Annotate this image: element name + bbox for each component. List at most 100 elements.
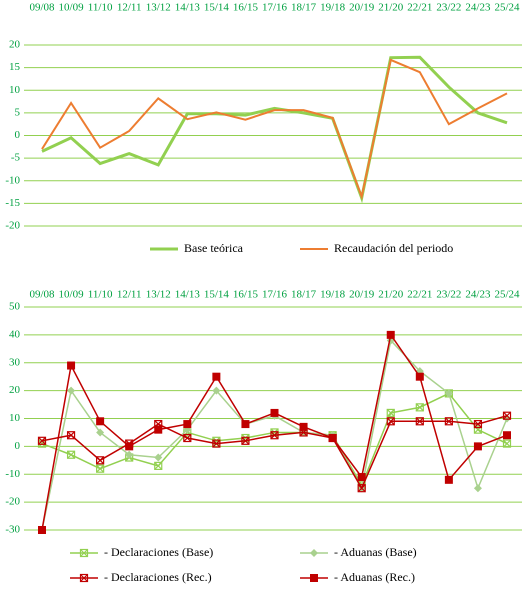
- marker-shape: [415, 403, 424, 412]
- y-tick-label: 30: [9, 356, 21, 368]
- marker-shape: [38, 436, 46, 445]
- marker-shape: [96, 464, 105, 473]
- marker: [241, 420, 250, 429]
- x-tick-label: 15/14: [204, 289, 230, 301]
- legend-label: - Declaraciones (Base): [104, 545, 213, 559]
- x-tick-label: 16/15: [233, 289, 259, 301]
- x-tick-label: 19/18: [320, 2, 346, 14]
- x-tick-label: 21/20: [378, 289, 404, 301]
- marker-shape: [473, 484, 482, 493]
- marker: [67, 361, 76, 370]
- x-tick-label: 13/12: [146, 2, 171, 14]
- marker-shape: [241, 420, 250, 429]
- x-tick-label: 18/17: [291, 289, 317, 301]
- marker-shape: [80, 574, 88, 582]
- marker: [502, 439, 512, 448]
- marker: [154, 461, 163, 470]
- y-tick-label: -20: [5, 496, 20, 508]
- marker: [357, 484, 366, 493]
- marker-shape: [96, 456, 105, 465]
- marker-shape: [444, 389, 453, 398]
- marker-shape: [415, 417, 424, 426]
- marker: [79, 548, 89, 558]
- y-tick-label: -10: [5, 174, 20, 186]
- x-tick-label: 14/13: [175, 2, 201, 14]
- marker: [96, 464, 105, 473]
- x-tick-label: 21/20: [378, 2, 404, 14]
- marker-shape: [386, 408, 395, 418]
- marker-shape: [357, 484, 366, 493]
- marker-shape: [96, 456, 105, 465]
- marker: [415, 372, 424, 381]
- marker-shape: [270, 408, 279, 417]
- marker-shape: [386, 330, 395, 339]
- legend-label: - Aduanas (Rec.): [334, 570, 415, 584]
- y-tick-label: 10: [9, 412, 21, 424]
- x-tick-label: 10/09: [59, 2, 85, 14]
- legend-label: Base teórica: [184, 241, 244, 255]
- y-tick-label: 0: [15, 129, 21, 141]
- marker: [299, 422, 308, 431]
- marker-shape: [96, 464, 105, 473]
- marker-shape: [212, 372, 221, 381]
- marker: [96, 417, 105, 426]
- x-tick-label: 14/13: [175, 289, 201, 301]
- marker-shape: [473, 425, 483, 434]
- marker-shape: [310, 549, 318, 557]
- marker-shape: [503, 431, 511, 440]
- marker: [444, 417, 453, 426]
- marker-shape: [67, 450, 75, 459]
- marker: [241, 436, 250, 445]
- marker: [183, 420, 192, 429]
- marker: [473, 442, 482, 451]
- y-tick-label: 15: [9, 61, 21, 73]
- marker-shape: [299, 422, 308, 431]
- marker-shape: [154, 461, 163, 470]
- marker-shape: [66, 431, 76, 440]
- x-tick-label: 09/08: [29, 289, 55, 301]
- marker-shape: [212, 386, 221, 395]
- marker: [212, 386, 221, 395]
- marker-shape: [183, 420, 192, 429]
- x-tick-label: 19/18: [320, 289, 346, 301]
- marker-shape: [386, 409, 395, 417]
- y-tick-label: 0: [15, 440, 21, 452]
- marker-shape: [444, 417, 453, 426]
- marker-shape: [67, 361, 76, 370]
- marker-shape: [502, 411, 512, 420]
- y-tick-label: -30: [5, 524, 20, 536]
- y-tick-label: 20: [9, 39, 21, 51]
- x-tick-label: 23/22: [436, 289, 461, 301]
- marker-shape: [241, 436, 250, 445]
- marker-shape: [154, 425, 163, 434]
- marker-shape: [212, 439, 221, 448]
- x-tick-label: 11/10: [88, 289, 113, 301]
- marker-shape: [357, 484, 366, 493]
- marker: [154, 453, 163, 462]
- marker-shape: [125, 442, 134, 451]
- marker-shape: [270, 431, 279, 440]
- x-tick-label: 15/14: [204, 2, 230, 14]
- marker: [66, 450, 76, 459]
- marker: [415, 403, 424, 412]
- marker: [386, 417, 395, 426]
- marker: [37, 436, 47, 445]
- legend-label: - Aduanas (Base): [334, 545, 417, 559]
- marker-shape: [386, 417, 395, 426]
- x-tick-label: 22/21: [407, 289, 432, 301]
- marker-shape: [473, 419, 483, 429]
- marker: [270, 431, 279, 440]
- marker: [502, 411, 512, 420]
- marker: [503, 431, 511, 440]
- marker-shape: [386, 417, 395, 426]
- marker-shape: [96, 417, 105, 426]
- x-tick-label: 11/10: [88, 2, 113, 14]
- y-tick-label: 5: [15, 106, 21, 118]
- marker-shape: [503, 439, 511, 448]
- marker-shape: [415, 403, 424, 412]
- marker: [66, 431, 76, 440]
- marker-shape: [474, 420, 482, 428]
- marker-shape: [67, 386, 76, 395]
- y-tick-label: -10: [5, 468, 20, 480]
- y-tick-label: 20: [9, 384, 21, 396]
